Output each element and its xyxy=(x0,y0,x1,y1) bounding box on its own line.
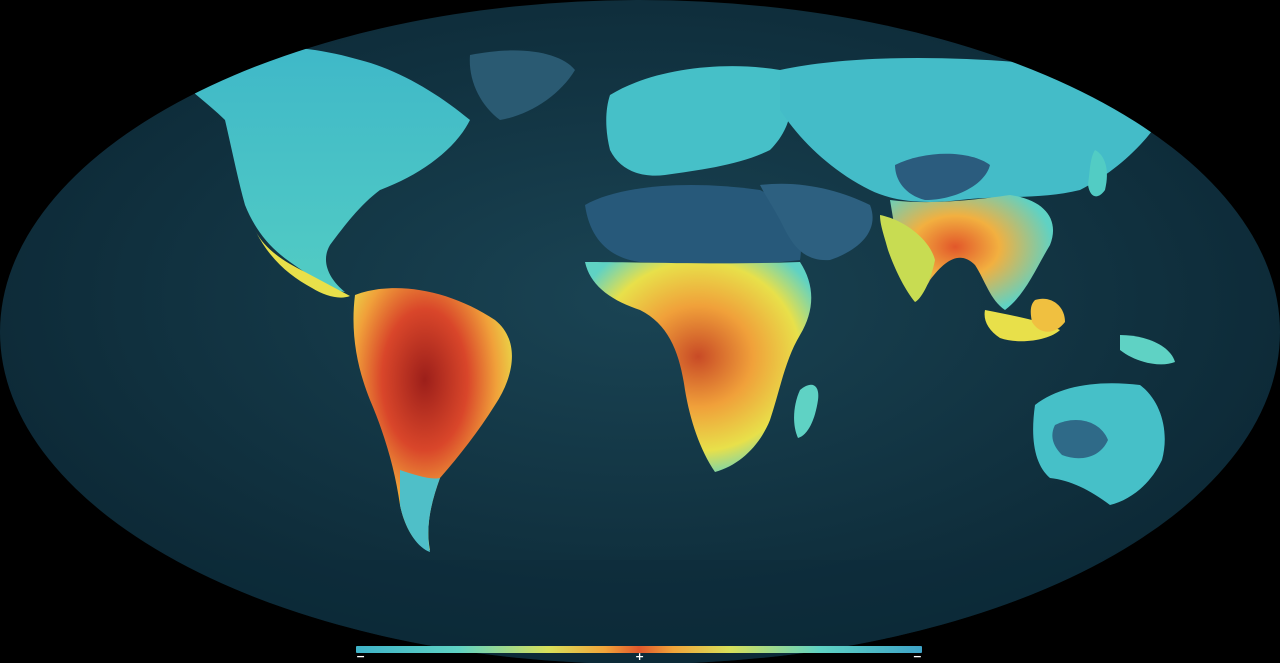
north-america xyxy=(160,45,470,292)
south-asia xyxy=(890,195,1054,310)
color-scale-bar xyxy=(356,646,922,653)
maritime-southeast-asia xyxy=(984,310,1060,342)
borneo xyxy=(1030,298,1065,332)
south-america xyxy=(353,288,512,550)
australia-interior xyxy=(1052,420,1108,459)
legend-max-label: − xyxy=(912,650,922,663)
africa xyxy=(585,262,812,472)
middle-east xyxy=(760,183,873,261)
legend-mid-label: + xyxy=(635,650,645,663)
greenland xyxy=(469,50,575,120)
sahara-desert xyxy=(585,185,801,265)
legend-min-label: − xyxy=(356,650,366,663)
europe xyxy=(606,66,791,176)
asia xyxy=(780,58,1160,202)
color-scale-legend: − + − xyxy=(356,646,922,663)
japan xyxy=(1088,150,1107,197)
madagascar xyxy=(794,384,819,438)
tibetan-plateau xyxy=(895,153,990,200)
india xyxy=(880,215,935,302)
patagonia xyxy=(400,470,440,552)
new-guinea xyxy=(1120,335,1175,365)
